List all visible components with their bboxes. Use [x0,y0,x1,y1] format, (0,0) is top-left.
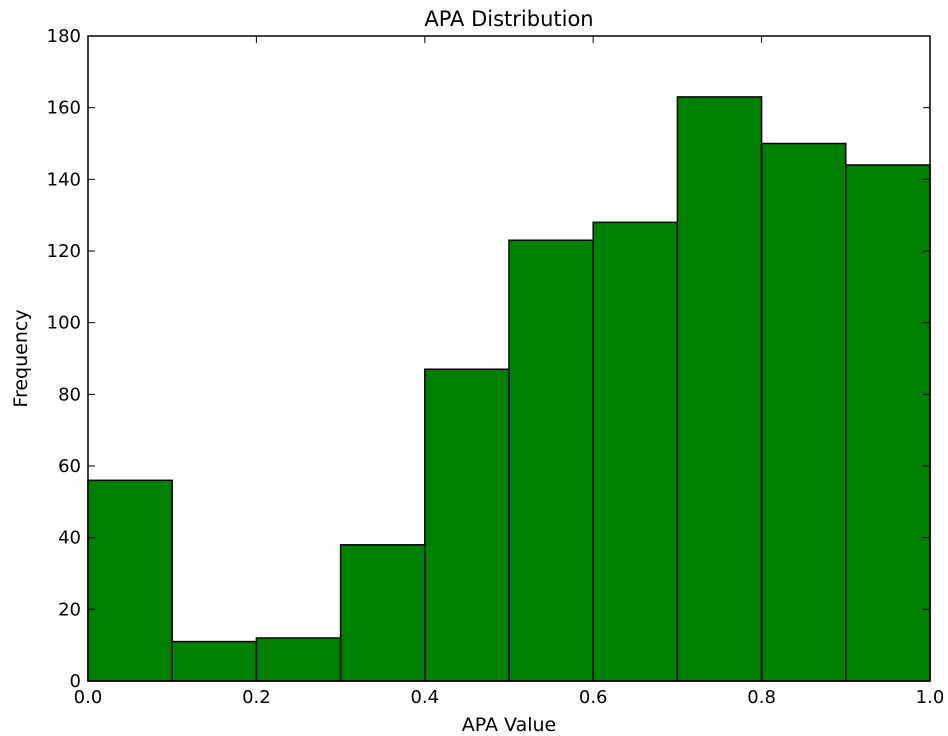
chart-title: APA Distribution [424,7,593,31]
histogram-bar [255,637,342,682]
x-axis-title: APA Value [462,714,556,736]
bars-group [87,96,931,682]
y-tick-label: 40 [58,528,81,549]
histogram-bar [87,479,173,682]
x-tick-label: 0.6 [579,687,608,708]
y-tick-label: 160 [47,98,81,119]
histogram-bar [424,368,510,682]
y-tick-label: 80 [58,384,81,405]
x-tick-label: 0.0 [74,687,103,708]
histogram-bar [845,164,931,682]
y-tick-label: 120 [47,241,81,262]
y-tick-label: 60 [58,456,81,477]
histogram-bar [676,96,763,682]
y-tick-label: 180 [47,26,81,47]
x-tick-label: 0.2 [242,687,271,708]
x-tick-label: 1.0 [916,687,945,708]
plot-frame [87,35,931,682]
ticks-group: 0.0 0.2 0.4 0.6 0.8 1.0 0 20 40 60 80 100 120 140 160 1… [47,26,945,708]
y-tick-label: 140 [47,169,81,190]
histogram-bar [508,239,594,682]
x-tick-label: 0.8 [747,687,776,708]
histogram-bar [592,221,679,682]
histogram-bar [339,544,426,682]
histogram-bar [760,142,847,682]
y-tick-label: 0 [70,671,81,692]
x-tick-label: 0.4 [410,687,439,708]
histogram-bar [171,640,258,682]
y-axis-title: Frequency [10,309,32,407]
y-tick-label: 100 [47,313,81,334]
y-tick-label: 20 [58,599,81,620]
